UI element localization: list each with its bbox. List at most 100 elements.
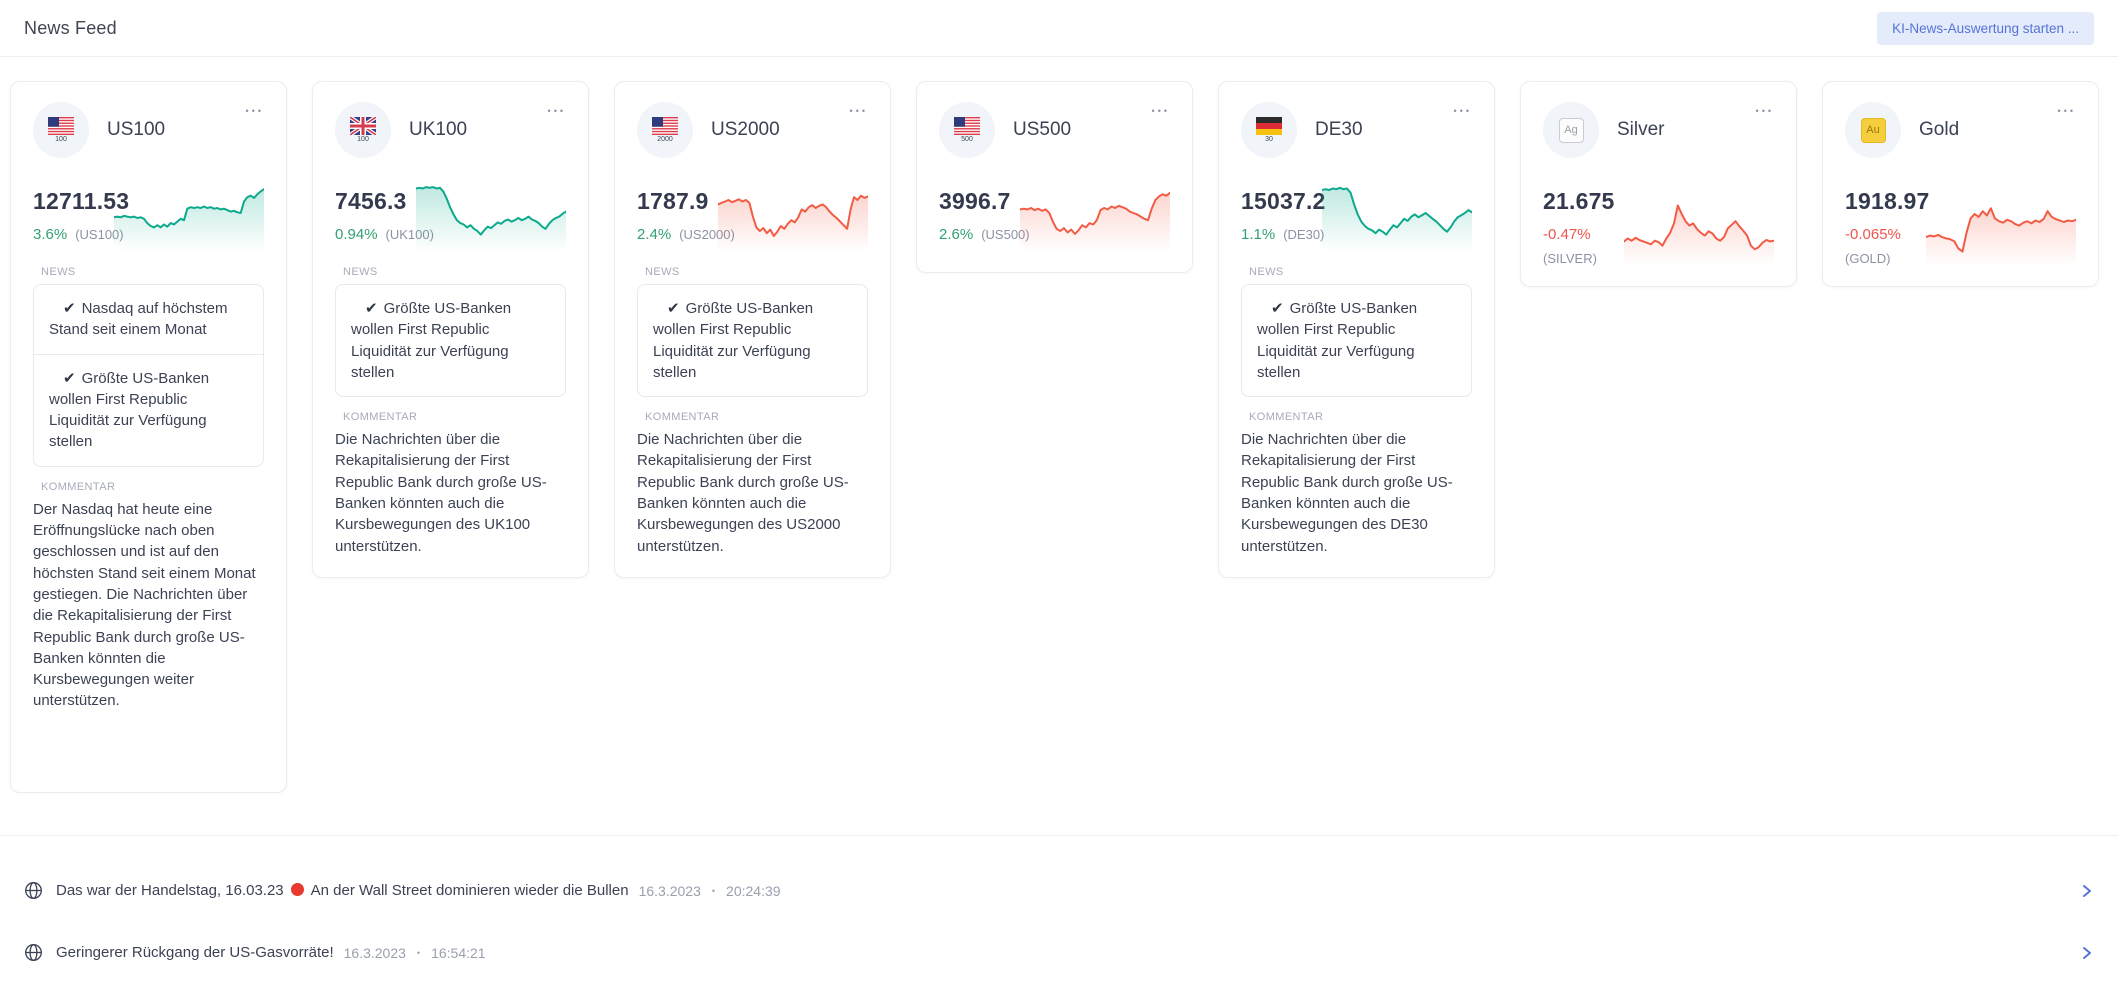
ki-news-analysis-button[interactable]: KI-News-Auswertung starten ... bbox=[1877, 11, 2094, 45]
instrument-price: 12711.53 bbox=[33, 188, 130, 214]
instrument-symbol: (DE30) bbox=[1283, 227, 1325, 242]
globe-icon bbox=[24, 881, 43, 900]
chevron-right-icon[interactable] bbox=[2080, 946, 2094, 960]
card-menu-button[interactable]: ••• bbox=[2057, 106, 2076, 116]
instrument-symbol: (SILVER) bbox=[1543, 251, 1597, 266]
page-header: News Feed KI-News-Auswertung starten ... bbox=[0, 0, 2118, 57]
instrument-card-us500: 500 US500 ••• 3996.7 2.6% (US500) bbox=[916, 81, 1193, 273]
instrument-name: UK100 bbox=[409, 119, 468, 140]
change-row: 3.6% (US100) bbox=[33, 226, 124, 243]
instrument-symbol: (US100) bbox=[75, 227, 124, 242]
flag-sub-number: 2000 bbox=[657, 136, 673, 143]
kommentar-text: Der Nasdaq hat heute eine Eröffnungslück… bbox=[33, 500, 256, 710]
sparkline-chart bbox=[718, 194, 868, 252]
price-area: 1787.9 2.4% (US2000) bbox=[637, 172, 868, 252]
date-time-separator: • bbox=[711, 885, 716, 896]
news-date: 16.3.2023 bbox=[638, 882, 701, 899]
price-change-percent: 2.6% bbox=[939, 226, 974, 243]
price-area: 3996.7 2.6% (US500) bbox=[939, 172, 1170, 252]
us-flag-icon bbox=[48, 117, 74, 135]
news-section: NEWS ✔ Größte US-Banken wollen First Repu… bbox=[1241, 266, 1472, 557]
news-item-text: Größte US-Banken wollen First Republic L… bbox=[351, 300, 512, 381]
instrument-card-us2000: 2000 US2000 ••• 1787.9 2.4% (US2000) NEW… bbox=[614, 81, 891, 578]
card-header: 500 US500 ••• bbox=[939, 102, 1170, 158]
news-label: NEWS bbox=[645, 266, 680, 278]
price-column: 1918.97 -0.065% (GOLD) bbox=[1845, 172, 1930, 266]
flag-sub-number: 100 bbox=[357, 136, 369, 143]
card-header: 2000 US2000 ••• bbox=[637, 102, 868, 158]
card-menu-button[interactable]: ••• bbox=[547, 106, 566, 116]
change-row: 1.1% (DE30) bbox=[1241, 226, 1325, 243]
card-menu-button[interactable]: ••• bbox=[1755, 106, 1774, 116]
check-icon: ✔ bbox=[667, 300, 680, 317]
news-list: ✔ Größte US-Banken wollen First Republic … bbox=[1241, 284, 1472, 398]
instrument-icon: Ag bbox=[1543, 102, 1599, 158]
card-menu-button[interactable]: ••• bbox=[1453, 106, 1472, 116]
chevron-right-icon[interactable] bbox=[2080, 884, 2094, 898]
news-section: NEWS ✔ Nasdaq auf höchstem Stand seit ein… bbox=[33, 266, 264, 712]
sparkline-chart bbox=[1322, 186, 1472, 252]
flag-sub-number: 500 bbox=[961, 136, 973, 143]
change-row: -0.065% (GOLD) bbox=[1845, 226, 1926, 266]
card-menu-button[interactable]: ••• bbox=[1151, 106, 1170, 116]
price-change-percent: 0.94% bbox=[335, 226, 378, 243]
instrument-symbol: (US500) bbox=[981, 227, 1030, 242]
price-change-percent: 3.6% bbox=[33, 226, 68, 243]
news-section: NEWS ✔ Größte US-Banken wollen First Repu… bbox=[335, 266, 566, 557]
news-list: ✔ Größte US-Banken wollen First Republic … bbox=[335, 284, 566, 398]
instrument-price: 15037.2 bbox=[1241, 188, 1326, 214]
instrument-icon: Au bbox=[1845, 102, 1901, 158]
headline-text-after: An der Wall Street dominieren wieder die… bbox=[310, 882, 629, 900]
news-item: ✔ Größte US-Banken wollen First Republic … bbox=[1242, 285, 1471, 396]
instrument-card-us100: 100 US100 ••• 12711.53 3.6% (US100) NEWS… bbox=[10, 81, 287, 793]
card-menu-button[interactable]: ••• bbox=[849, 106, 868, 116]
instrument-symbol: (GOLD) bbox=[1845, 251, 1891, 266]
instrument-price: 1787.9 bbox=[637, 188, 709, 214]
sparkline-chart bbox=[1624, 204, 1774, 266]
sparkline-chart bbox=[114, 188, 264, 252]
kommentar-text: Die Nachrichten über die Rekapitalisieru… bbox=[1241, 431, 1453, 555]
kommentar-label: KOMMENTAR bbox=[1249, 411, 1324, 424]
news-item-text: Größte US-Banken wollen First Republic L… bbox=[653, 300, 814, 381]
instrument-price: 1918.97 bbox=[1845, 188, 1930, 214]
sparkline-chart bbox=[1926, 207, 2076, 266]
news-item: ✔ Größte US-Banken wollen First Republic … bbox=[336, 285, 565, 396]
news-label: NEWS bbox=[343, 266, 378, 278]
de-flag-icon bbox=[1256, 117, 1282, 135]
price-change-percent: -0.065% bbox=[1845, 226, 1901, 243]
price-column: 21.675 -0.47% (SILVER) bbox=[1543, 172, 1624, 266]
instrument-name: DE30 bbox=[1315, 119, 1363, 140]
instrument-cards-row: 100 US100 ••• 12711.53 3.6% (US100) NEWS… bbox=[0, 57, 2118, 817]
change-row: 2.6% (US500) bbox=[939, 226, 1030, 243]
price-area: 21.675 -0.47% (SILVER) bbox=[1543, 172, 1774, 266]
sparkline-chart bbox=[416, 186, 566, 252]
gold-au-badge-icon: Au bbox=[1860, 117, 1886, 143]
us-flag-icon bbox=[652, 117, 678, 135]
price-area: 1918.97 -0.065% (GOLD) bbox=[1845, 172, 2076, 266]
news-date: 16.3.2023 bbox=[343, 944, 406, 961]
instrument-name: US100 bbox=[107, 119, 166, 140]
card-header: 100 US100 ••• bbox=[33, 102, 264, 158]
instrument-icon: 2000 bbox=[637, 102, 693, 158]
news-headline: Geringerer Rückgang der US-Gasvorräte! bbox=[56, 944, 334, 961]
news-label: NEWS bbox=[1249, 266, 1284, 278]
uk-flag-icon bbox=[350, 117, 376, 135]
instrument-card-uk100: 100 UK100 ••• 7456.3 0.94% (UK100) NEWS … bbox=[312, 81, 589, 578]
news-ticker-list: Das war der Handelstag, 16.03.23 An der W… bbox=[0, 834, 2118, 984]
check-icon: ✔ bbox=[365, 300, 378, 317]
news-label: NEWS bbox=[41, 266, 76, 278]
card-header: Au Gold ••• bbox=[1845, 102, 2076, 158]
instrument-price: 21.675 bbox=[1543, 188, 1615, 214]
news-ticker-row[interactable]: Geringerer Rückgang der US-Gasvorräte! 1… bbox=[0, 922, 2118, 984]
news-headline: Das war der Handelstag, 16.03.23 An der W… bbox=[56, 882, 629, 899]
price-column: 15037.2 1.1% (DE30) bbox=[1241, 172, 1326, 252]
news-ticker-row[interactable]: Das war der Handelstag, 16.03.23 An der W… bbox=[0, 860, 2118, 922]
card-header: 30 DE30 ••• bbox=[1241, 102, 1472, 158]
card-menu-button[interactable]: ••• bbox=[245, 106, 264, 116]
instrument-icon: 100 bbox=[33, 102, 89, 158]
instrument-name: Gold bbox=[1919, 119, 1960, 140]
instrument-icon: 100 bbox=[335, 102, 391, 158]
headline-text-before: Geringerer Rückgang der US-Gasvorräte! bbox=[56, 944, 334, 962]
sparkline-chart bbox=[1020, 191, 1170, 252]
